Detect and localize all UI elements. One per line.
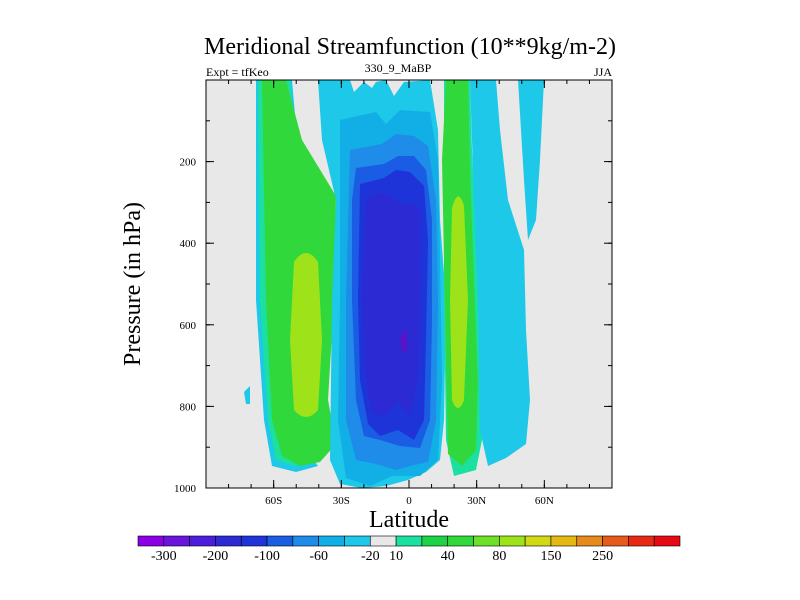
- colorbar-swatch: [137, 535, 165, 547]
- contour-cyan-north: [470, 80, 530, 466]
- colorbar-swatch: [628, 535, 655, 547]
- colorbar-swatch: [653, 535, 681, 547]
- contour-yellowgreen-north: [450, 196, 468, 408]
- y-tick-label: 800: [180, 401, 197, 413]
- colorbar-swatch: [215, 535, 242, 547]
- colorbar-swatch: [189, 535, 216, 547]
- colorbar-label: -100: [254, 549, 280, 564]
- x-tick-label: 0: [406, 495, 412, 507]
- x-tick-label: 30S: [333, 495, 350, 507]
- colorbar-swatch: [266, 535, 294, 547]
- contour-cyan-north-column: [518, 80, 544, 240]
- y-tick-label: 1000: [174, 483, 197, 495]
- experiment-label: Expt = tfKeo: [206, 65, 269, 79]
- colorbar-swatch: [550, 535, 578, 547]
- y-ticks: 200 400 600 800 1000: [174, 120, 612, 495]
- colorbar-labels: -300 -200 -100 -60 -20 10 40 80 150 250: [151, 549, 613, 564]
- colorbar-swatch: [576, 535, 603, 547]
- run-label: 330_9_MaBP: [365, 61, 432, 75]
- colorbar-swatch: [318, 535, 345, 547]
- x-ticks: 60S 30S 0 30N 60N: [205, 80, 613, 507]
- colorbar-swatch: [447, 535, 474, 547]
- contour-yellowgreen-south: [290, 253, 322, 417]
- x-tick-label: 30N: [467, 495, 486, 507]
- y-tick-label: 200: [180, 157, 197, 169]
- contour-fills: [244, 80, 544, 488]
- colorbar-label: -200: [203, 549, 229, 564]
- contour-cyan-isolated: [244, 386, 250, 404]
- colorbar-label: -20: [361, 549, 380, 564]
- colorbar: [137, 535, 681, 547]
- chart-title: Meridional Streamfunction (10**9kg/m-2): [204, 34, 616, 60]
- colorbar-label: -300: [151, 549, 177, 564]
- colorbar-swatch: [344, 535, 371, 547]
- colorbar-swatch: [602, 535, 629, 547]
- colorbar-swatch: [395, 535, 423, 547]
- colorbar-swatch: [473, 535, 500, 547]
- colorbar-swatch: [499, 535, 526, 547]
- season-label: JJA: [594, 65, 612, 79]
- contour-blue5-central: [362, 193, 420, 416]
- colorbar-label: 40: [441, 549, 455, 564]
- colorbar-label: 10: [389, 549, 403, 564]
- y-axis-label: Pressure (in hPa): [120, 202, 146, 366]
- colorbar-label: 250: [592, 549, 613, 564]
- y-tick-label: 600: [180, 320, 197, 332]
- colorbar-label: -60: [309, 549, 328, 564]
- y-tick-label: 400: [180, 238, 197, 250]
- colorbar-swatch: [292, 535, 319, 547]
- contour-violet-central: [400, 330, 408, 352]
- colorbar-label: 150: [540, 549, 561, 564]
- colorbar-swatch: [163, 535, 190, 547]
- x-tick-label: 60N: [535, 495, 554, 507]
- colorbar-swatch: [369, 535, 397, 547]
- x-axis-label: Latitude: [369, 507, 449, 533]
- colorbar-swatch: [421, 535, 449, 547]
- colorbar-label: 80: [492, 549, 506, 564]
- x-tick-label: 60S: [265, 495, 282, 507]
- colorbar-swatch: [240, 535, 268, 547]
- colorbar-swatch: [524, 535, 552, 547]
